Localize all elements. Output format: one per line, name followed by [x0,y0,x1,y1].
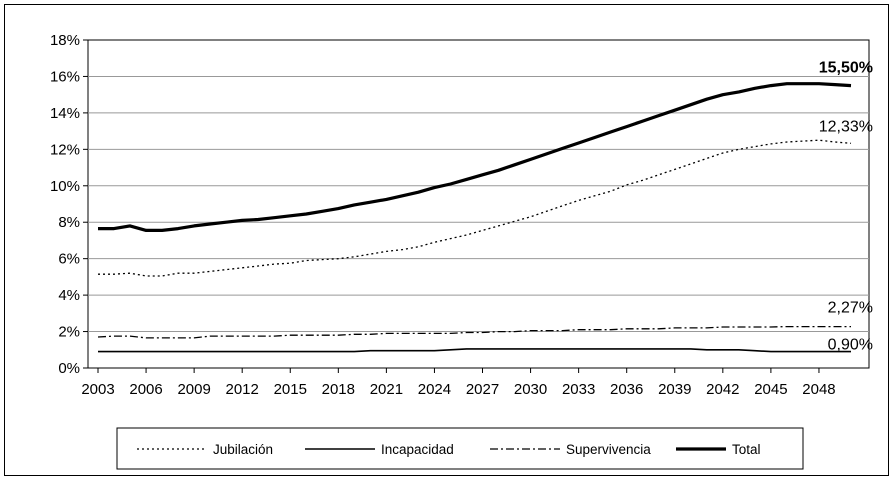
series-line-incapacidad [98,348,851,353]
legend-label-total: Total [732,442,761,457]
x-tick-label: 2048 [802,381,835,398]
end-labels: 12,33% 0,90% 2,27% 15,50% [819,60,873,354]
legend: Jubilación Incapacidad Supervivencia Total [116,427,804,470]
end-label-incapacidad: 0,90% [828,337,873,354]
x-tick-label: 2027 [466,381,499,398]
end-label-total: 15,50% [819,60,873,77]
y-tick-label: 6% [58,251,80,268]
x-tick-label: 2012 [226,381,259,398]
series-lines [97,82,852,353]
x-tick-label: 2015 [274,381,307,398]
x-tick-label: 2036 [610,381,643,398]
x-tick-label: 2003 [81,381,114,398]
y-tick-label: 8% [58,214,80,231]
legend-label-jubilación: Jubilación [213,442,273,457]
plot-area [87,39,870,369]
y-tick-label: 10% [50,178,80,195]
y-tick-label: 4% [58,287,80,304]
y-tick-label: 16% [50,68,80,85]
y-tick-label: 18% [50,32,80,49]
x-tick-label: 2018 [322,381,355,398]
end-label-jubilación: 12,33% [819,118,873,135]
series-line-jubilación [98,139,852,277]
y-tick-label: 0% [58,360,80,377]
legend-label-incapacidad: Incapacidad [381,442,454,457]
legend-label-supervivencia: Supervivencia [566,442,651,457]
y-tick-label: 2% [58,324,80,341]
gridlines [87,39,870,369]
x-tick-label: 2042 [706,381,739,398]
x-tick-label: 2021 [370,381,403,398]
y-axis-ticks: 0% 2% 4% 6% 8% 10% 12% 14% 16% 18% [50,32,88,377]
series-line-supervivencia [97,325,851,339]
x-tick-label: 2024 [418,381,451,398]
x-tick-label: 2006 [129,381,162,398]
x-tick-label: 2030 [514,381,547,398]
x-tick-label: 2009 [177,381,210,398]
y-tick-label: 14% [50,105,80,122]
x-tick-label: 2045 [754,381,787,398]
end-label-supervivencia: 2,27% [828,300,873,317]
x-tick-label: 2033 [562,381,595,398]
series-line-total [98,82,852,232]
x-axis-ticks: 2003 2006 2009 2012 2015 2018 2021 2024 2027 2030… [81,368,836,398]
x-tick-label: 2039 [658,381,691,398]
y-tick-label: 12% [50,141,80,158]
